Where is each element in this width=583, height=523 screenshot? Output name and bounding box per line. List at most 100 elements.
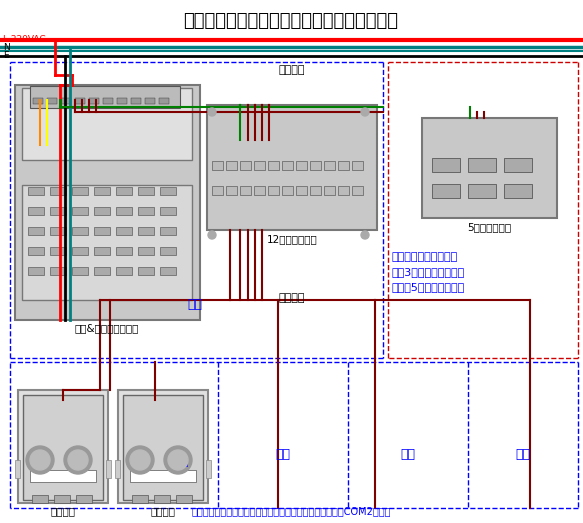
Text: 书房: 书房 xyxy=(188,299,202,312)
FancyBboxPatch shape xyxy=(468,158,496,172)
Circle shape xyxy=(361,231,369,239)
FancyBboxPatch shape xyxy=(282,161,293,170)
Text: 餐厅: 餐厅 xyxy=(276,449,290,461)
FancyBboxPatch shape xyxy=(310,161,321,170)
FancyBboxPatch shape xyxy=(30,470,96,482)
Circle shape xyxy=(168,450,188,470)
FancyBboxPatch shape xyxy=(138,267,154,275)
FancyBboxPatch shape xyxy=(138,227,154,235)
FancyBboxPatch shape xyxy=(207,105,377,230)
Text: 系统总线: 系统总线 xyxy=(279,293,305,303)
FancyBboxPatch shape xyxy=(115,460,120,478)
FancyBboxPatch shape xyxy=(15,85,200,320)
FancyBboxPatch shape xyxy=(131,98,141,104)
FancyBboxPatch shape xyxy=(47,98,57,104)
Circle shape xyxy=(26,446,54,474)
FancyBboxPatch shape xyxy=(94,187,110,195)
Circle shape xyxy=(130,450,150,470)
Text: 装一个5口的总线分接器: 装一个5口的总线分接器 xyxy=(392,282,465,292)
FancyBboxPatch shape xyxy=(94,227,110,235)
FancyBboxPatch shape xyxy=(72,207,88,215)
FancyBboxPatch shape xyxy=(72,227,88,235)
FancyBboxPatch shape xyxy=(212,161,223,170)
Circle shape xyxy=(164,446,192,474)
FancyBboxPatch shape xyxy=(72,247,88,255)
FancyBboxPatch shape xyxy=(282,186,293,195)
Text: N: N xyxy=(3,42,10,51)
FancyBboxPatch shape xyxy=(22,88,192,160)
FancyBboxPatch shape xyxy=(504,158,532,172)
FancyBboxPatch shape xyxy=(432,184,460,198)
FancyBboxPatch shape xyxy=(240,186,251,195)
FancyBboxPatch shape xyxy=(338,161,349,170)
Text: 主卧: 主卧 xyxy=(401,449,416,461)
FancyBboxPatch shape xyxy=(123,395,203,500)
FancyBboxPatch shape xyxy=(50,267,66,275)
FancyBboxPatch shape xyxy=(254,161,265,170)
Circle shape xyxy=(126,446,154,474)
FancyBboxPatch shape xyxy=(50,227,66,235)
FancyBboxPatch shape xyxy=(117,98,127,104)
FancyBboxPatch shape xyxy=(116,187,132,195)
FancyBboxPatch shape xyxy=(160,187,176,195)
FancyBboxPatch shape xyxy=(296,186,307,195)
FancyBboxPatch shape xyxy=(254,186,265,195)
FancyBboxPatch shape xyxy=(28,207,44,215)
FancyBboxPatch shape xyxy=(226,161,237,170)
FancyBboxPatch shape xyxy=(206,460,211,478)
FancyBboxPatch shape xyxy=(468,184,496,198)
FancyBboxPatch shape xyxy=(160,227,176,235)
FancyBboxPatch shape xyxy=(160,247,176,255)
Text: 电源&总线分接器模块: 电源&总线分接器模块 xyxy=(75,323,139,333)
FancyBboxPatch shape xyxy=(106,460,111,478)
FancyBboxPatch shape xyxy=(22,185,192,300)
Text: 超过3个时，建议该房再: 超过3个时，建议该房再 xyxy=(392,267,465,277)
FancyBboxPatch shape xyxy=(296,161,307,170)
FancyBboxPatch shape xyxy=(54,495,70,503)
FancyBboxPatch shape xyxy=(160,207,176,215)
FancyBboxPatch shape xyxy=(504,184,532,198)
FancyBboxPatch shape xyxy=(154,495,170,503)
Text: 同一房间相邻安装的产品可通过智能开关的总线扩展接口（COM2）连接: 同一房间相邻安装的产品可通过智能开关的总线扩展接口（COM2）连接 xyxy=(191,506,391,516)
FancyBboxPatch shape xyxy=(72,187,88,195)
Text: 5口总线分接器: 5口总线分接器 xyxy=(467,222,511,232)
FancyBboxPatch shape xyxy=(268,186,279,195)
FancyBboxPatch shape xyxy=(94,267,110,275)
Circle shape xyxy=(208,231,216,239)
FancyBboxPatch shape xyxy=(310,186,321,195)
FancyBboxPatch shape xyxy=(28,267,44,275)
FancyBboxPatch shape xyxy=(352,186,363,195)
FancyBboxPatch shape xyxy=(28,227,44,235)
FancyBboxPatch shape xyxy=(130,470,196,482)
Text: 某房间安装的智能产品: 某房间安装的智能产品 xyxy=(392,252,458,262)
FancyBboxPatch shape xyxy=(50,187,66,195)
FancyBboxPatch shape xyxy=(432,158,460,172)
FancyBboxPatch shape xyxy=(324,161,335,170)
FancyBboxPatch shape xyxy=(15,460,20,478)
FancyBboxPatch shape xyxy=(50,247,66,255)
FancyBboxPatch shape xyxy=(145,98,155,104)
FancyBboxPatch shape xyxy=(116,207,132,215)
FancyBboxPatch shape xyxy=(138,207,154,215)
Text: 智能开关: 智能开关 xyxy=(150,506,175,516)
FancyBboxPatch shape xyxy=(28,247,44,255)
FancyBboxPatch shape xyxy=(116,227,132,235)
Text: 智能开关: 智能开关 xyxy=(51,506,76,516)
FancyBboxPatch shape xyxy=(89,98,99,104)
FancyBboxPatch shape xyxy=(138,187,154,195)
FancyBboxPatch shape xyxy=(240,161,251,170)
FancyBboxPatch shape xyxy=(116,267,132,275)
Circle shape xyxy=(30,450,50,470)
FancyBboxPatch shape xyxy=(338,186,349,195)
Text: 系统总线: 系统总线 xyxy=(279,65,305,75)
FancyBboxPatch shape xyxy=(324,186,335,195)
FancyBboxPatch shape xyxy=(76,495,92,503)
Text: E: E xyxy=(3,51,9,61)
FancyBboxPatch shape xyxy=(33,98,43,104)
Text: 科力屋基于总线分接器的系统总线连接示意图: 科力屋基于总线分接器的系统总线连接示意图 xyxy=(184,12,399,30)
Text: L 220VAC: L 220VAC xyxy=(3,36,45,44)
FancyBboxPatch shape xyxy=(176,495,192,503)
FancyBboxPatch shape xyxy=(94,207,110,215)
FancyBboxPatch shape xyxy=(103,98,113,104)
FancyBboxPatch shape xyxy=(138,247,154,255)
